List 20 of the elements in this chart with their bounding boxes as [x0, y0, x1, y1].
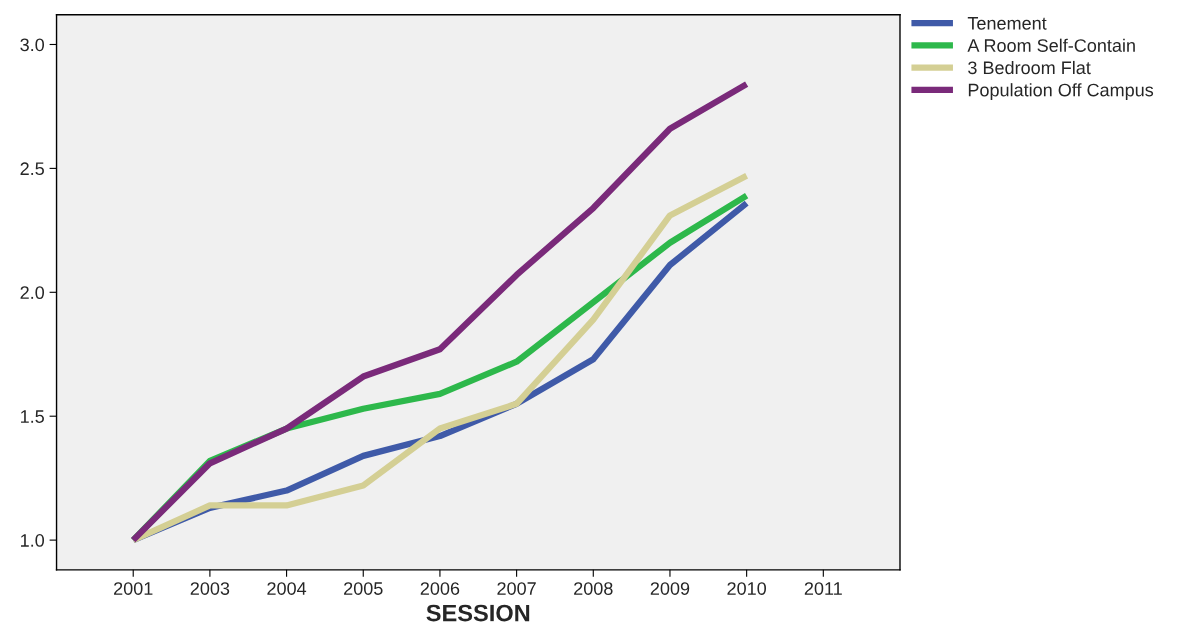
- x-tick-label: 2009: [650, 582, 690, 595]
- x-tick-label: 2007: [497, 582, 536, 595]
- x-tick-label: 2010: [727, 582, 767, 595]
- x-tick-label: 2005: [344, 582, 383, 595]
- y-tick-label: 1.0: [21, 534, 45, 547]
- x-tick-label: 2011: [804, 582, 842, 595]
- legend-label: Tenement: [967, 17, 1047, 30]
- x-axis-title: SESSION: [426, 604, 530, 622]
- y-tick-label: 1.5: [21, 410, 44, 423]
- legend-label: 3 Bedroom Flat: [968, 60, 1091, 75]
- x-tick-label: 2008: [574, 582, 613, 595]
- legend-label: A Room Self-Contain: [967, 38, 1135, 52]
- x-tick-label: 2001: [114, 582, 153, 595]
- y-tick-label: 2.5: [20, 162, 44, 176]
- legend-label: Population Off Campus: [968, 83, 1154, 100]
- y-tick-label: 3.0: [20, 38, 45, 52]
- x-tick-label: 2006: [420, 582, 460, 595]
- x-tick-label: 2004: [267, 582, 307, 595]
- y-tick-label: 2.0: [20, 286, 45, 300]
- x-tick-label: 2003: [190, 582, 230, 595]
